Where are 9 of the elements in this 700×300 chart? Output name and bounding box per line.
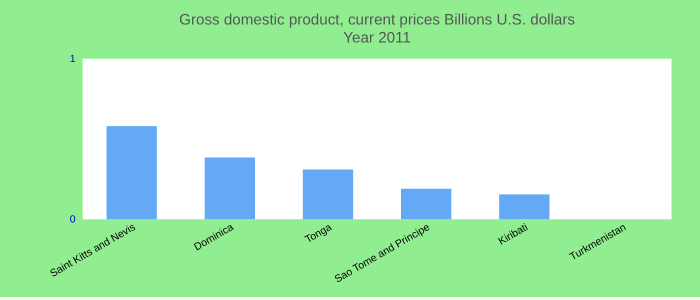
bar	[204, 157, 256, 220]
chart-title: Gross domestic product, current prices Billions U.S. dollars	[179, 12, 576, 29]
bar	[302, 170, 354, 220]
bar	[499, 194, 550, 220]
y-tick-label: 1	[70, 54, 76, 66]
x-tick-label: Tonga	[304, 222, 334, 246]
bar	[106, 126, 157, 220]
bar	[400, 188, 452, 220]
chart-subtitle: Year 2011	[343, 30, 411, 47]
